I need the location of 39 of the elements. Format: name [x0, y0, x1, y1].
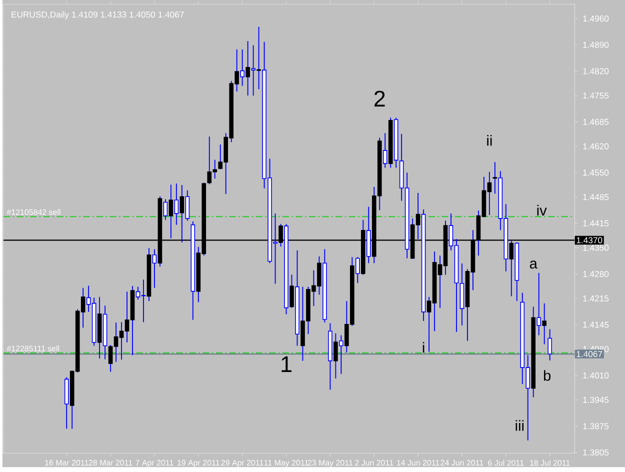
ref-line-label: 1.4067: [576, 351, 602, 358]
y-tick-label: 1.3945: [583, 397, 609, 404]
candlestick: [382, 132, 388, 168]
y-tick-label: 1.3875: [583, 423, 609, 430]
y-tick-label: 1.4550: [583, 170, 609, 176]
y-tick-label: 1.4010: [583, 372, 609, 379]
annotation: 2: [374, 90, 385, 107]
ref-line-label: 1.4370: [576, 237, 602, 244]
annotation: iv: [537, 205, 547, 216]
candlestick: [251, 45, 256, 96]
annotation: i: [422, 342, 424, 353]
candlestick: [163, 199, 168, 221]
y-tick-label: 1.4485: [583, 194, 609, 200]
annotation: ii: [487, 135, 492, 146]
y-tick-label: 1.4415: [583, 220, 609, 227]
candlestick: [355, 256, 360, 284]
y-tick-label: 1.4960: [583, 16, 609, 22]
candlestick: [174, 183, 179, 226]
y-tick-label: 1.4890: [583, 42, 609, 48]
candlestick: [240, 49, 244, 87]
y-tick-label: 1.4280: [583, 271, 609, 278]
y-tick-label: 1.4350: [583, 244, 609, 252]
candlestick: [536, 272, 542, 336]
annotation: 1: [282, 356, 292, 372]
y-tick-label: 1.4215: [583, 296, 609, 302]
y-tick-label: 1.4685: [583, 119, 609, 126]
annotation: iii: [516, 420, 524, 431]
candlestick: [152, 248, 157, 289]
candlestick: [548, 329, 552, 362]
y-tick-label: 1.4820: [583, 68, 609, 74]
annotation: a: [530, 260, 538, 269]
annotation: b: [544, 370, 551, 382]
y-tick-label: 1.4145: [583, 322, 609, 328]
candlestick: [339, 335, 344, 375]
y-tick-label: 1.4755: [583, 92, 609, 99]
y-tick-label: 1.3805: [583, 450, 609, 456]
y-tick-label: 1.4620: [583, 143, 609, 150]
candlestick: [185, 190, 190, 222]
text: EURUSD,Daily 1.4109 1.4133 1.4050 1.4067: [12, 11, 184, 20]
